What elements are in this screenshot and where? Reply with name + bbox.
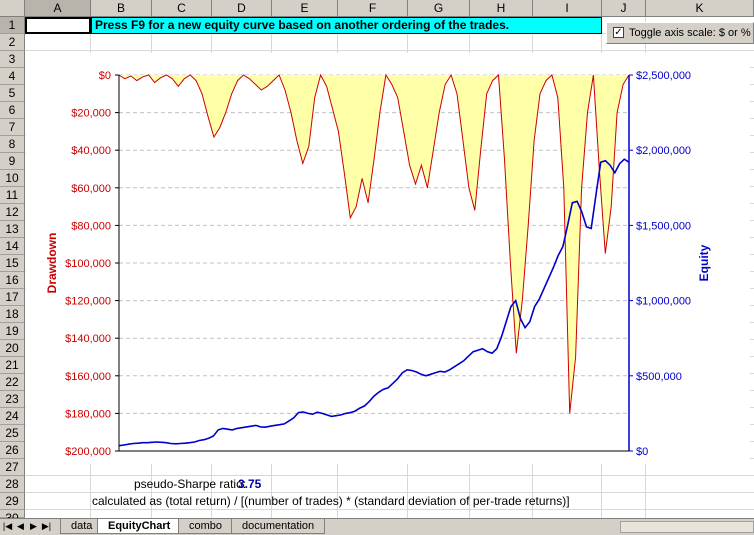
left-tick-label: $40,000: [71, 145, 111, 157]
column-header-k[interactable]: K: [646, 0, 754, 17]
left-tick-label: $160,000: [65, 371, 111, 383]
sheet-tab-bar: |◀ ◀ ▶ ▶| data EquityChart combo documentat…: [0, 518, 754, 535]
row-header-17[interactable]: 17: [0, 289, 25, 306]
row-header-1[interactable]: 1: [0, 17, 25, 34]
right-tick-label: $500,000: [636, 371, 682, 383]
axis-scale-toggle[interactable]: ✓ Toggle axis scale: $ or %: [606, 22, 754, 44]
column-header-a[interactable]: A: [25, 0, 91, 17]
row-header-13[interactable]: 13: [0, 221, 25, 238]
sharpe-formula-note: calculated as (total return) / [(number …: [92, 494, 570, 508]
row-header-18[interactable]: 18: [0, 306, 25, 323]
column-header-f[interactable]: F: [338, 0, 408, 17]
left-tick-label: $20,000: [71, 108, 111, 120]
equity-chart[interactable]: $0 $20,000 $40,000 $60,000 $80,000 $100,000 $1…: [26, 53, 750, 464]
left-tick-label: $100,000: [65, 258, 111, 270]
right-tick-label: $1,000,000: [636, 296, 691, 308]
row-header-14[interactable]: 14: [0, 238, 25, 255]
row-header-25[interactable]: 25: [0, 425, 25, 442]
right-tick-label: $1,500,000: [636, 220, 691, 232]
column-header-i[interactable]: I: [533, 0, 602, 17]
sheet-tab-equitychart[interactable]: EquityChart: [97, 519, 182, 534]
row-header-24[interactable]: 24: [0, 408, 25, 425]
instruction-banner: Press F9 for a new equity curve based on…: [91, 17, 602, 34]
first-sheet-icon[interactable]: |◀: [2, 521, 13, 531]
select-all-corner[interactable]: [0, 0, 25, 17]
toggle-label: Toggle axis scale: $ or %: [629, 27, 751, 39]
right-tick-label: $2,000,000: [636, 145, 691, 157]
toggle-checkbox[interactable]: ✓: [613, 27, 624, 38]
drawdown-area: [119, 75, 629, 414]
row-header-9[interactable]: 9: [0, 153, 25, 170]
row-header-11[interactable]: 11: [0, 187, 25, 204]
left-tick-label: $0: [99, 70, 111, 82]
sheet-tab-data[interactable]: data: [60, 519, 104, 534]
left-tick-label: $120,000: [65, 296, 111, 308]
left-tick-label: $180,000: [65, 408, 111, 420]
right-tick-label: $0: [636, 446, 648, 458]
column-header-g[interactable]: G: [408, 0, 470, 17]
sharpe-value: 3.75: [238, 477, 262, 491]
column-header-d[interactable]: D: [212, 0, 272, 17]
row-header-3[interactable]: 3: [0, 51, 25, 68]
row-header-12[interactable]: 12: [0, 204, 25, 221]
equity-line: [118, 158, 630, 447]
row-header-15[interactable]: 15: [0, 255, 25, 272]
prev-sheet-icon[interactable]: ◀: [17, 521, 24, 531]
column-header-b[interactable]: B: [91, 0, 152, 17]
column-header-j[interactable]: J: [602, 0, 646, 17]
row-header-26[interactable]: 26: [0, 442, 25, 459]
right-tick-label: $2,500,000: [636, 70, 691, 82]
left-tick-label: $140,000: [65, 333, 111, 345]
row-header-28[interactable]: 28: [0, 476, 25, 493]
row-header-21[interactable]: 21: [0, 357, 25, 374]
row-header-30[interactable]: 30: [0, 510, 25, 525]
equity-drawdown-svg: $0 $20,000 $40,000 $60,000 $80,000 $100,000 $1…: [45, 70, 711, 458]
row-header-4[interactable]: 4: [0, 68, 25, 85]
column-header-h[interactable]: H: [470, 0, 533, 17]
row-header-6[interactable]: 6: [0, 102, 25, 119]
row-header-23[interactable]: 23: [0, 391, 25, 408]
row-header-5[interactable]: 5: [0, 85, 25, 102]
left-tick-label: $60,000: [71, 183, 111, 195]
left-tick-label: $80,000: [71, 220, 111, 232]
row-header-22[interactable]: 22: [0, 374, 25, 391]
row-header-16[interactable]: 16: [0, 272, 25, 289]
selected-cell-a1[interactable]: [25, 17, 91, 34]
row-header-10[interactable]: 10: [0, 170, 25, 187]
last-sheet-icon[interactable]: ▶|: [41, 521, 52, 531]
row-header-27[interactable]: 27: [0, 459, 25, 476]
right-axis-title: Equity: [697, 244, 711, 281]
row-header-19[interactable]: 19: [0, 323, 25, 340]
sheet-tab-combo[interactable]: combo: [178, 519, 234, 534]
sharpe-label: pseudo-Sharpe ratio:: [134, 477, 247, 491]
row-header-29[interactable]: 29: [0, 493, 25, 510]
left-tick-label: $200,000: [65, 446, 111, 458]
left-axis-title: Drawdown: [45, 233, 59, 294]
column-header-e[interactable]: E: [272, 0, 338, 17]
next-sheet-icon[interactable]: ▶: [30, 521, 37, 531]
horizontal-scrollbar[interactable]: [620, 521, 754, 533]
row-header-7[interactable]: 7: [0, 119, 25, 136]
row-header-2[interactable]: 2: [0, 34, 25, 51]
drawdown-line: [118, 73, 630, 414]
column-header-c[interactable]: C: [152, 0, 212, 17]
row-header-8[interactable]: 8: [0, 136, 25, 153]
sheet-tab-documentation[interactable]: documentation: [231, 519, 326, 534]
row-header-20[interactable]: 20: [0, 340, 25, 357]
